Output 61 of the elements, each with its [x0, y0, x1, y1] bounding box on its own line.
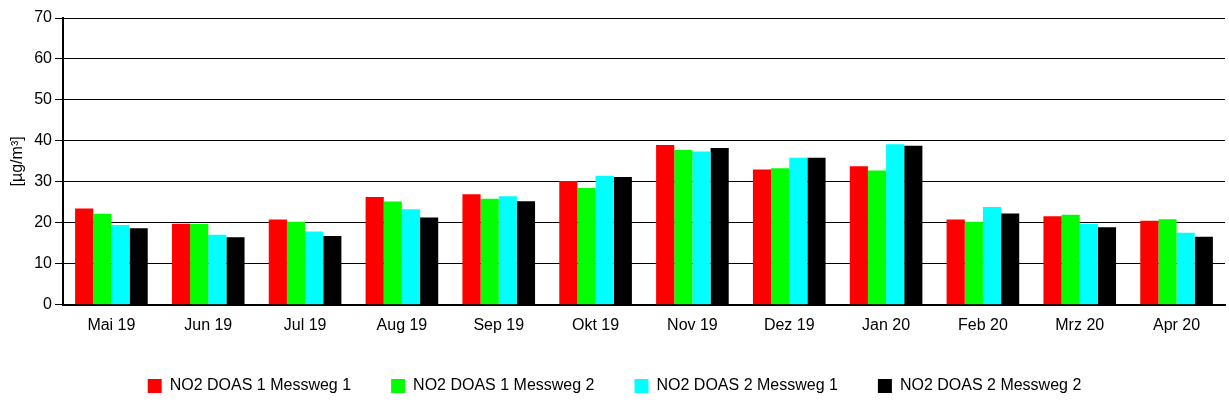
x-tick-label: Apr 20	[1153, 315, 1201, 333]
legend-label: NO2 DOAS 2 Messweg 2	[899, 376, 1082, 394]
y-tick-label: 70	[34, 8, 53, 26]
legend-label: NO2 DOAS 1 Messweg 1	[169, 376, 352, 394]
bar	[849, 166, 868, 305]
bar	[867, 170, 887, 305]
bar	[771, 168, 790, 305]
bar	[1158, 219, 1177, 305]
bar	[1079, 223, 1098, 305]
x-tick-label: Sep 19	[473, 315, 525, 333]
bar	[171, 223, 191, 305]
bar	[752, 169, 772, 305]
y-tick-label: 50	[34, 90, 53, 108]
bar	[208, 234, 227, 305]
legend-label: NO2 DOAS 1 Messweg 2	[413, 376, 595, 394]
bar	[982, 206, 1002, 305]
bar	[286, 221, 306, 305]
y-tick-label: 40	[34, 131, 53, 149]
bar	[462, 194, 481, 305]
y-axis-title: [µg/m³]	[8, 136, 26, 187]
x-tick-label: Jun 19	[184, 315, 233, 333]
bar	[305, 231, 324, 305]
bar	[674, 149, 693, 305]
bar	[365, 197, 384, 305]
y-tick-label: 10	[34, 254, 53, 272]
x-tick-label: Dez 19	[763, 315, 815, 333]
x-tick-label: Feb 20	[958, 315, 1008, 333]
bar	[190, 224, 209, 305]
y-tick-label: 20	[34, 213, 53, 231]
x-tick-label: Mai 19	[87, 315, 136, 333]
bar	[268, 219, 287, 305]
y-tick-label: 0	[43, 295, 53, 313]
x-tick-label: Okt 19	[572, 315, 620, 333]
bar	[595, 175, 614, 305]
bar	[498, 196, 517, 305]
y-tick-label: 30	[34, 172, 53, 190]
bar	[789, 157, 808, 305]
x-tick-label: Nov 19	[667, 315, 718, 333]
bar	[75, 208, 94, 305]
bar	[886, 144, 905, 305]
bar	[577, 188, 596, 305]
bar	[656, 145, 675, 305]
bar	[480, 198, 499, 305]
legend-label: NO2 DOAS 2 Messweg 1	[656, 376, 838, 394]
bar	[1176, 232, 1195, 305]
x-tick-label: Aug 19	[376, 315, 428, 333]
bar	[1043, 216, 1062, 305]
bar	[946, 219, 965, 305]
bar	[692, 151, 711, 305]
bar	[383, 201, 402, 305]
bar	[401, 209, 421, 305]
bar	[93, 213, 112, 305]
x-tick-label: Jul 19	[283, 315, 327, 333]
bar	[1061, 214, 1080, 305]
y-tick-label: 60	[34, 49, 53, 67]
bar	[559, 181, 578, 305]
bar	[1140, 220, 1159, 305]
bar	[964, 221, 983, 305]
bar	[111, 224, 130, 305]
x-tick-label: Mrz 20	[1055, 315, 1105, 333]
x-tick-label: Jan 20	[862, 315, 911, 333]
